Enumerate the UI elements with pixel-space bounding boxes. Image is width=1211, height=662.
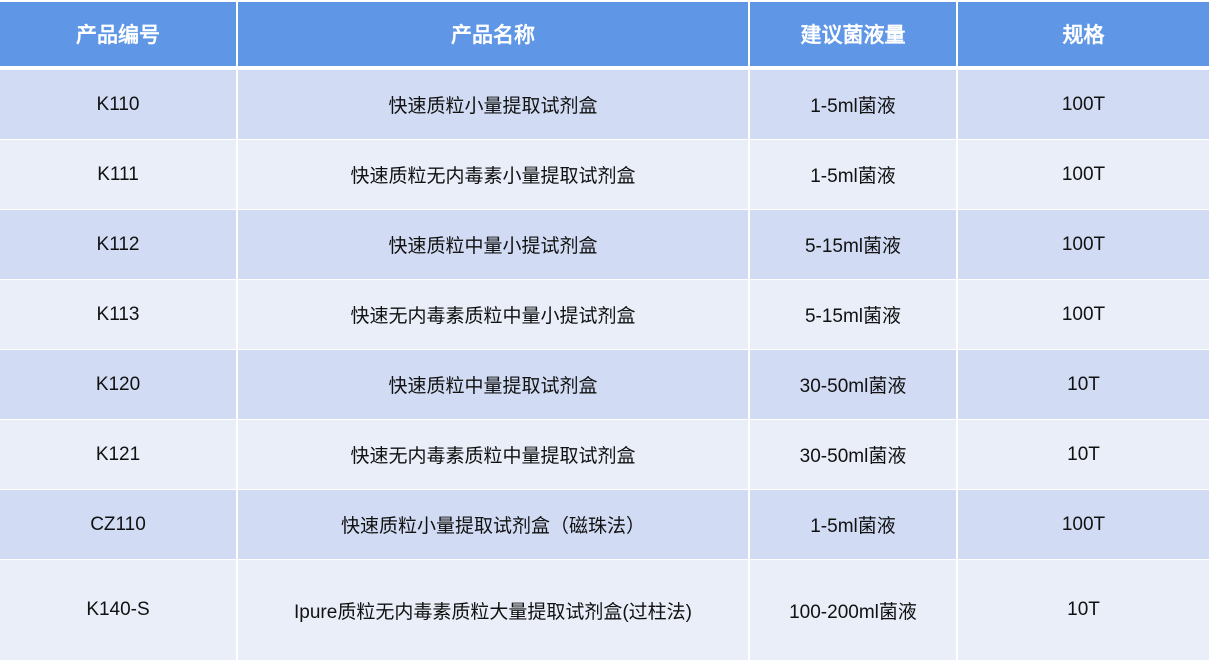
cell-product-code: K112 [0,210,238,280]
table-row: K113 快速无内毒素质粒中量小提试剂盒 5-15ml菌液 100T [0,280,1209,350]
header-culture-volume: 建议菌液量 [750,2,958,70]
table-row: K111 快速质粒无内毒素小量提取试剂盒 1-5ml菌液 100T [0,140,1209,210]
cell-spec: 100T [958,210,1209,280]
cell-product-code: CZ110 [0,490,238,560]
table-row: K140-S Ipure质粒无内毒素质粒大量提取试剂盒(过柱法) 100-200ml… [0,560,1209,661]
table-row: K121 快速无内毒素质粒中量提取试剂盒 30-50ml菌液 10T [0,420,1209,490]
cell-spec: 10T [958,420,1209,490]
cell-product-code: K113 [0,280,238,350]
header-spec: 规格 [958,2,1209,70]
cell-culture-volume: 1-5ml菌液 [750,140,958,210]
cell-culture-volume: 5-15ml菌液 [750,280,958,350]
cell-product-name: 快速质粒中量小提试剂盒 [238,210,750,280]
cell-product-code: K110 [0,70,238,140]
cell-product-code: K121 [0,420,238,490]
cell-product-code: K140-S [0,560,238,661]
cell-culture-volume: 30-50ml菌液 [750,420,958,490]
cell-product-code: K120 [0,350,238,420]
cell-product-name: 快速无内毒素质粒中量小提试剂盒 [238,280,750,350]
cell-spec: 10T [958,350,1209,420]
cell-culture-volume: 1-5ml菌液 [750,70,958,140]
cell-product-name: 快速质粒小量提取试剂盒 [238,70,750,140]
cell-product-name: 快速无内毒素质粒中量提取试剂盒 [238,420,750,490]
header-row: 产品编号 产品名称 建议菌液量 规格 [0,2,1209,70]
table-row: K120 快速质粒中量提取试剂盒 30-50ml菌液 10T [0,350,1209,420]
header-product-code: 产品编号 [0,2,238,70]
cell-culture-volume: 30-50ml菌液 [750,350,958,420]
cell-product-name: 快速质粒小量提取试剂盒（磁珠法） [238,490,750,560]
cell-spec: 100T [958,280,1209,350]
cell-culture-volume: 5-15ml菌液 [750,210,958,280]
cell-spec: 100T [958,70,1209,140]
cell-product-name: 快速质粒中量提取试剂盒 [238,350,750,420]
cell-spec: 10T [958,560,1209,661]
table-row: K110 快速质粒小量提取试剂盒 1-5ml菌液 100T [0,70,1209,140]
table-row: K112 快速质粒中量小提试剂盒 5-15ml菌液 100T [0,210,1209,280]
cell-product-name: 快速质粒无内毒素小量提取试剂盒 [238,140,750,210]
cell-spec: 100T [958,140,1209,210]
header-product-name: 产品名称 [238,2,750,70]
cell-spec: 100T [958,490,1209,560]
table-row: CZ110 快速质粒小量提取试剂盒（磁珠法） 1-5ml菌液 100T [0,490,1209,560]
cell-culture-volume: 100-200ml菌液 [750,560,958,661]
cell-culture-volume: 1-5ml菌液 [750,490,958,560]
cell-product-code: K111 [0,140,238,210]
cell-product-name: Ipure质粒无内毒素质粒大量提取试剂盒(过柱法) [238,560,750,661]
